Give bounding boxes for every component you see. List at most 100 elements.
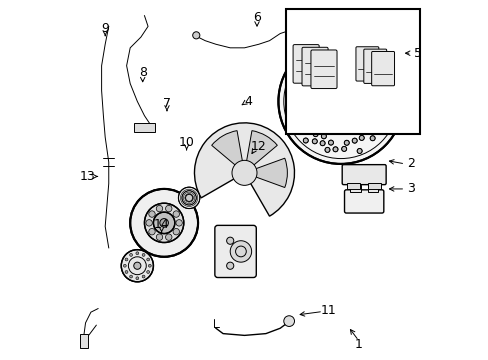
Circle shape bbox=[185, 194, 192, 202]
FancyBboxPatch shape bbox=[371, 51, 394, 86]
Bar bbox=[367, 183, 381, 189]
Circle shape bbox=[298, 111, 303, 116]
Text: 10: 10 bbox=[178, 136, 194, 149]
Circle shape bbox=[295, 72, 300, 77]
Circle shape bbox=[123, 264, 126, 267]
Circle shape bbox=[358, 87, 363, 92]
Circle shape bbox=[386, 80, 392, 85]
Bar bbox=[134, 123, 155, 132]
Circle shape bbox=[312, 132, 318, 137]
Circle shape bbox=[192, 32, 200, 39]
Circle shape bbox=[318, 87, 323, 92]
Circle shape bbox=[322, 55, 327, 60]
Circle shape bbox=[373, 129, 378, 134]
FancyBboxPatch shape bbox=[310, 50, 336, 89]
Circle shape bbox=[130, 189, 198, 257]
Circle shape bbox=[142, 275, 145, 278]
Circle shape bbox=[129, 275, 132, 278]
Circle shape bbox=[165, 234, 172, 240]
Circle shape bbox=[343, 59, 348, 64]
Text: 13: 13 bbox=[80, 170, 96, 183]
Circle shape bbox=[145, 220, 152, 226]
Circle shape bbox=[373, 77, 378, 82]
Circle shape bbox=[328, 53, 334, 58]
Circle shape bbox=[320, 141, 325, 146]
Circle shape bbox=[338, 76, 343, 80]
Circle shape bbox=[370, 59, 375, 64]
Circle shape bbox=[121, 249, 153, 282]
Circle shape bbox=[337, 99, 343, 104]
Circle shape bbox=[297, 121, 302, 126]
Circle shape bbox=[153, 212, 175, 234]
Circle shape bbox=[289, 75, 294, 80]
Text: 8: 8 bbox=[139, 66, 146, 79]
Circle shape bbox=[148, 211, 155, 217]
Circle shape bbox=[328, 140, 333, 145]
Circle shape bbox=[355, 61, 360, 66]
Wedge shape bbox=[194, 123, 294, 216]
Text: 2: 2 bbox=[406, 157, 414, 170]
Circle shape bbox=[226, 237, 233, 244]
Wedge shape bbox=[211, 131, 244, 173]
Circle shape bbox=[380, 87, 385, 92]
Circle shape bbox=[283, 316, 294, 327]
Circle shape bbox=[336, 74, 345, 82]
Circle shape bbox=[356, 148, 362, 153]
Text: 11: 11 bbox=[320, 304, 336, 317]
Circle shape bbox=[371, 67, 376, 72]
Circle shape bbox=[318, 111, 323, 115]
Circle shape bbox=[380, 103, 385, 108]
Circle shape bbox=[160, 219, 168, 227]
Text: 7: 7 bbox=[163, 97, 171, 110]
Circle shape bbox=[173, 211, 179, 217]
Circle shape bbox=[305, 71, 310, 76]
Circle shape bbox=[156, 206, 163, 212]
Text: 1: 1 bbox=[354, 338, 362, 351]
Bar bbox=[346, 183, 359, 189]
Circle shape bbox=[306, 125, 312, 130]
Circle shape bbox=[351, 138, 356, 143]
Circle shape bbox=[361, 65, 366, 70]
Circle shape bbox=[226, 262, 233, 269]
Text: 3: 3 bbox=[406, 183, 414, 195]
Circle shape bbox=[385, 97, 389, 102]
Circle shape bbox=[358, 111, 363, 115]
Circle shape bbox=[342, 49, 346, 54]
Text: 14: 14 bbox=[153, 218, 169, 231]
Circle shape bbox=[352, 54, 357, 59]
Circle shape bbox=[366, 54, 371, 59]
Circle shape bbox=[379, 114, 384, 119]
Circle shape bbox=[148, 229, 155, 235]
Circle shape bbox=[324, 85, 356, 117]
Circle shape bbox=[300, 61, 305, 66]
Circle shape bbox=[333, 94, 347, 109]
Circle shape bbox=[134, 262, 141, 269]
Circle shape bbox=[325, 147, 329, 152]
Circle shape bbox=[125, 258, 128, 261]
Circle shape bbox=[156, 234, 163, 240]
FancyBboxPatch shape bbox=[302, 47, 327, 86]
Bar bbox=[285, 9, 419, 134]
Circle shape bbox=[316, 109, 325, 117]
Circle shape bbox=[341, 147, 346, 152]
Circle shape bbox=[230, 241, 251, 262]
Circle shape bbox=[148, 264, 151, 267]
Circle shape bbox=[335, 50, 340, 55]
Bar bbox=[349, 185, 360, 192]
Circle shape bbox=[136, 252, 139, 255]
Circle shape bbox=[293, 105, 298, 111]
Circle shape bbox=[303, 138, 307, 143]
Circle shape bbox=[325, 61, 329, 66]
Circle shape bbox=[344, 140, 348, 145]
Circle shape bbox=[356, 86, 365, 94]
Circle shape bbox=[334, 57, 339, 62]
FancyBboxPatch shape bbox=[355, 47, 378, 81]
FancyBboxPatch shape bbox=[363, 49, 386, 84]
Circle shape bbox=[129, 253, 132, 256]
Text: 5: 5 bbox=[413, 47, 421, 60]
Circle shape bbox=[146, 271, 149, 273]
Circle shape bbox=[369, 136, 374, 141]
Circle shape bbox=[125, 271, 128, 273]
Wedge shape bbox=[244, 158, 287, 188]
Circle shape bbox=[288, 85, 294, 90]
